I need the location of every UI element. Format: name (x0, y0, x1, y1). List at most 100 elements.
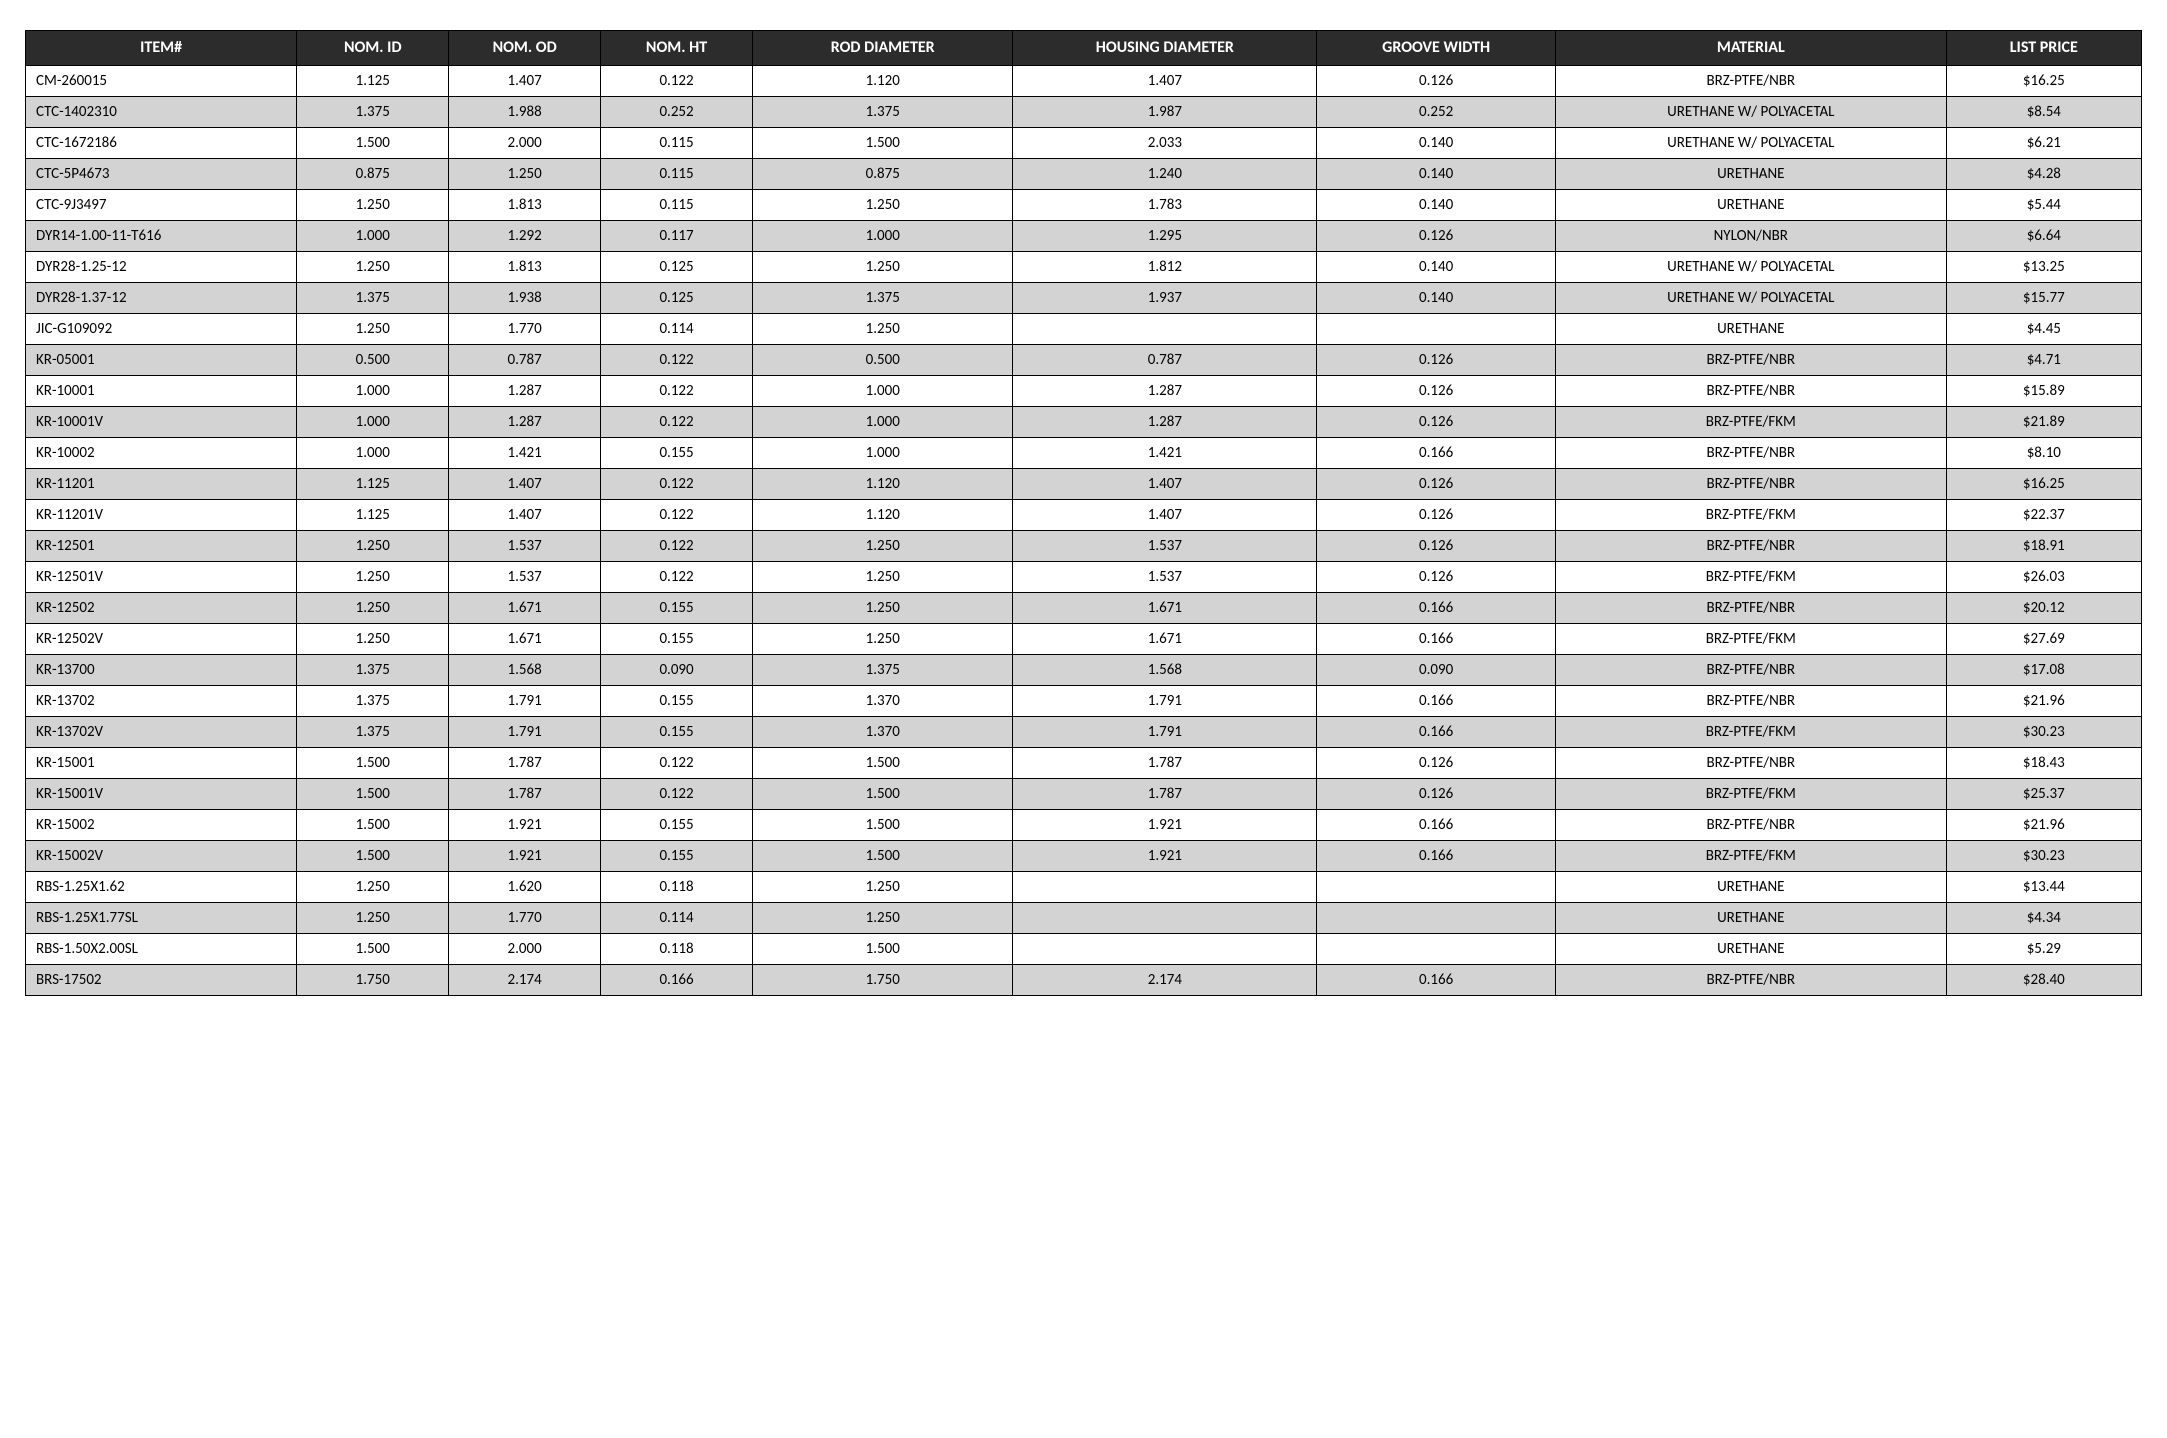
table-row: RBS-1.50X2.00SL1.5002.0000.1181.500URETH… (26, 934, 2142, 965)
table-cell: 0.125 (601, 283, 753, 314)
table-cell: 0.117 (601, 221, 753, 252)
table-cell: $20.12 (1946, 593, 2141, 624)
table-cell: 0.875 (753, 159, 1013, 190)
table-cell: 0.140 (1317, 159, 1556, 190)
table-cell: DYR28-1.37-12 (26, 283, 297, 314)
table-cell: CTC-9J3497 (26, 190, 297, 221)
table-cell: 1.787 (1013, 748, 1317, 779)
table-cell: 0.166 (1317, 438, 1556, 469)
table-cell: 1.292 (449, 221, 601, 252)
table-cell: BRZ-PTFE/NBR (1555, 810, 1946, 841)
table-cell: 1.120 (753, 469, 1013, 500)
table-cell: 1.287 (1013, 376, 1317, 407)
table-cell: $18.91 (1946, 531, 2141, 562)
catalog-table: ITEM# NOM. ID NOM. OD NOM. HT ROD DIAMET… (25, 30, 2142, 996)
table-cell: 1.671 (449, 624, 601, 655)
table-cell: 1.250 (297, 593, 449, 624)
table-cell: 1.000 (753, 438, 1013, 469)
col-header-nomht: NOM. HT (601, 31, 753, 66)
table-cell: 1.921 (449, 810, 601, 841)
col-header-housing: HOUSING DIAMETER (1013, 31, 1317, 66)
table-cell: 1.375 (297, 717, 449, 748)
table-cell: BRZ-PTFE/NBR (1555, 593, 1946, 624)
table-cell: 1.500 (753, 779, 1013, 810)
table-cell: 1.421 (449, 438, 601, 469)
table-cell: 1.421 (1013, 438, 1317, 469)
table-cell: $6.21 (1946, 128, 2141, 159)
table-cell: 1.287 (449, 376, 601, 407)
table-cell: $8.54 (1946, 97, 2141, 128)
table-cell: DYR28-1.25-12 (26, 252, 297, 283)
table-row: KR-10001V1.0001.2870.1221.0001.2870.126B… (26, 407, 2142, 438)
table-cell: 0.875 (297, 159, 449, 190)
table-cell: 0.166 (1317, 593, 1556, 624)
table-cell: 1.791 (449, 717, 601, 748)
col-header-nomod: NOM. OD (449, 31, 601, 66)
table-cell: $26.03 (1946, 562, 2141, 593)
table-cell: 0.155 (601, 841, 753, 872)
table-cell: URETHANE (1555, 159, 1946, 190)
col-header-item: ITEM# (26, 31, 297, 66)
table-cell: $4.34 (1946, 903, 2141, 934)
table-cell: $21.96 (1946, 686, 2141, 717)
table-cell: 1.250 (297, 562, 449, 593)
table-cell: 0.125 (601, 252, 753, 283)
table-cell: RBS-1.50X2.00SL (26, 934, 297, 965)
table-cell: 1.407 (449, 469, 601, 500)
table-cell: 0.155 (601, 593, 753, 624)
table-cell: 0.114 (601, 903, 753, 934)
table-cell: 1.250 (753, 314, 1013, 345)
table-cell: 0.126 (1317, 407, 1556, 438)
table-cell: KR-10001 (26, 376, 297, 407)
table-cell: 0.166 (1317, 965, 1556, 996)
table-cell: KR-13700 (26, 655, 297, 686)
table-cell: 1.250 (753, 903, 1013, 934)
table-cell: $30.23 (1946, 717, 2141, 748)
table-cell: $22.37 (1946, 500, 2141, 531)
table-cell: 1.787 (449, 779, 601, 810)
table-cell: CTC-1402310 (26, 97, 297, 128)
table-cell: URETHANE W/ POLYACETAL (1555, 97, 1946, 128)
table-cell: 0.126 (1317, 779, 1556, 810)
table-cell: 0.126 (1317, 748, 1556, 779)
table-row: CTC-9J34971.2501.8130.1151.2501.7830.140… (26, 190, 2142, 221)
table-cell: 1.000 (297, 376, 449, 407)
table-cell: $18.43 (1946, 748, 2141, 779)
table-cell: 0.166 (1317, 686, 1556, 717)
table-cell: 1.500 (297, 128, 449, 159)
table-cell: 1.537 (1013, 562, 1317, 593)
table-cell: $25.37 (1946, 779, 2141, 810)
table-cell: 0.122 (601, 469, 753, 500)
table-cell: URETHANE W/ POLYACETAL (1555, 128, 1946, 159)
table-cell (1317, 934, 1556, 965)
table-row: KR-15001V1.5001.7870.1221.5001.7870.126B… (26, 779, 2142, 810)
table-cell: 0.126 (1317, 221, 1556, 252)
table-cell: 0.140 (1317, 128, 1556, 159)
table-cell: 0.122 (601, 345, 753, 376)
table-cell: 1.500 (753, 934, 1013, 965)
table-cell: 0.140 (1317, 252, 1556, 283)
table-row: BRS-175021.7502.1740.1661.7502.1740.166B… (26, 965, 2142, 996)
table-cell: 0.122 (601, 376, 753, 407)
table-cell: 1.770 (449, 903, 601, 934)
table-cell: $28.40 (1946, 965, 2141, 996)
table-row: KR-100021.0001.4210.1551.0001.4210.166BR… (26, 438, 2142, 469)
table-cell: 0.155 (601, 624, 753, 655)
table-cell: 1.770 (449, 314, 601, 345)
col-header-material: MATERIAL (1555, 31, 1946, 66)
table-body: CM-2600151.1251.4070.1221.1201.4070.126B… (26, 66, 2142, 996)
table-cell: 1.250 (297, 531, 449, 562)
table-cell: 0.787 (449, 345, 601, 376)
table-cell: 1.120 (753, 500, 1013, 531)
table-cell: 1.240 (1013, 159, 1317, 190)
table-cell: $4.28 (1946, 159, 2141, 190)
table-cell: 1.500 (753, 810, 1013, 841)
table-cell: 0.126 (1317, 345, 1556, 376)
table-cell: 0.126 (1317, 66, 1556, 97)
col-header-nomid: NOM. ID (297, 31, 449, 66)
table-cell: 1.500 (297, 934, 449, 965)
table-cell: URETHANE (1555, 934, 1946, 965)
table-cell: 1.791 (1013, 717, 1317, 748)
table-cell: 1.250 (297, 190, 449, 221)
table-cell: BRZ-PTFE/FKM (1555, 841, 1946, 872)
